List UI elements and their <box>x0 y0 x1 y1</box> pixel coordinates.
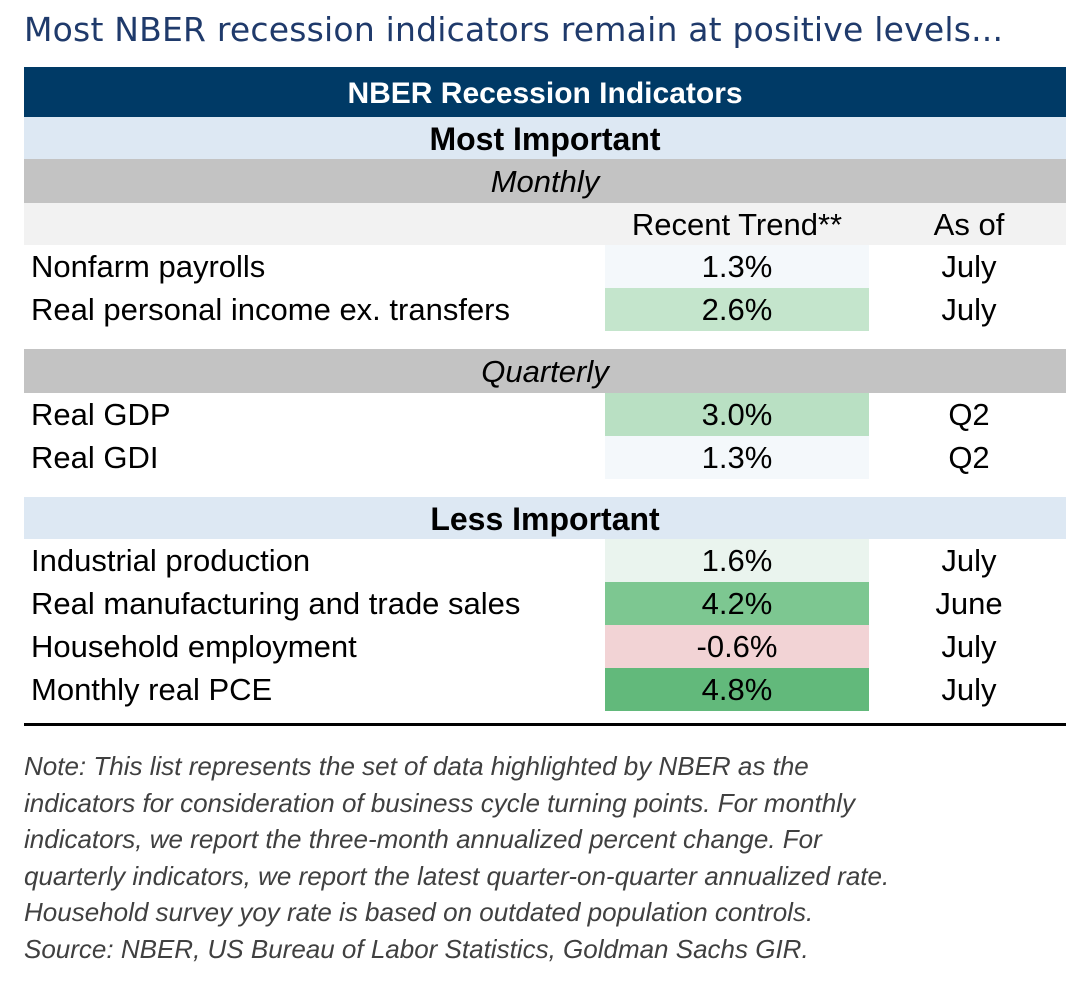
table-row: Nonfarm payrolls 1.3% July <box>24 245 1066 288</box>
footnote: Note: This list represents the set of da… <box>24 748 1074 967</box>
indicator-name: Real manufacturing and trade sales <box>31 586 521 621</box>
trend-value: 4.8% <box>605 668 869 711</box>
indicator-name: Household employment <box>31 629 357 664</box>
section-less-important: Less Important <box>24 497 1066 539</box>
table-row: Household employment -0.6% July <box>24 625 1066 668</box>
as-of-value: July <box>941 672 997 707</box>
column-header-trend: Recent Trend** <box>631 207 843 242</box>
footnote-line: quarterly indicators, we report the late… <box>24 860 890 891</box>
trend-value: 2.6% <box>605 288 869 331</box>
trend-value: 1.3% <box>605 245 869 288</box>
trend-value: 4.2% <box>605 582 869 625</box>
footnote-line: indicators, we report the three-month an… <box>24 824 822 854</box>
footnote-line: indicators for consideration of business… <box>24 787 855 818</box>
trend-value: -0.6% <box>605 625 869 668</box>
as-of-value: July <box>941 292 997 327</box>
indicator-name: Real GDP <box>31 397 171 432</box>
quarterly-rows: Real GDP 3.0% Q2 Real GDI 1.3% Q2 <box>24 393 1066 479</box>
group-quarterly: Quarterly <box>24 349 1066 393</box>
table-row: Industrial production 1.6% July <box>24 539 1066 582</box>
table-row: Monthly real PCE 4.8% July <box>24 668 1066 711</box>
bottom-rule <box>24 723 1066 726</box>
indicator-name: Real GDI <box>31 440 159 475</box>
indicator-name: Monthly real PCE <box>31 672 273 707</box>
monthly-rows: Nonfarm payrolls 1.3% July Real personal in… <box>24 245 1066 331</box>
as-of-value: June <box>935 586 1003 621</box>
column-header-as-of: As of <box>933 207 1005 242</box>
indicator-table: NBER Recession Indicators Most Important… <box>24 67 1066 726</box>
indicator-name: Nonfarm payrolls <box>31 249 266 284</box>
indicator-name: Real personal income ex. transfers <box>31 292 511 327</box>
table-row: Real manufacturing and trade sales 4.2% Ju… <box>24 582 1066 625</box>
trend-value: 3.0% <box>605 393 869 436</box>
as-of-value: Q2 <box>948 397 990 432</box>
column-header-row: Recent Trend** As of <box>24 203 1066 245</box>
as-of-value: July <box>941 543 997 578</box>
chart-title: Most NBER recession indicators remain at… <box>24 10 1004 49</box>
table-row: Real GDI 1.3% Q2 <box>24 436 1066 479</box>
table-header: NBER Recession Indicators <box>24 67 1066 117</box>
trend-value: 1.6% <box>605 539 869 582</box>
less-important-rows: Industrial production 1.6% July Real manufa… <box>24 539 1066 711</box>
group-monthly: Monthly <box>24 159 1066 203</box>
table-row: Real GDP 3.0% Q2 <box>24 393 1066 436</box>
as-of-value: July <box>941 249 997 284</box>
as-of-value: July <box>941 629 997 664</box>
footnote-line: Source: NBER, US Bureau of Labor Statist… <box>24 933 809 964</box>
footnote-line: Household survey yoy rate is based on ou… <box>24 897 814 927</box>
footnote-line: Note: This list represents the set of da… <box>24 751 809 781</box>
table-row: Real personal income ex. transfers 2.6% Ju… <box>24 288 1066 331</box>
indicator-name: Industrial production <box>31 543 311 578</box>
section-most-important: Most Important <box>24 117 1066 159</box>
as-of-value: Q2 <box>948 440 990 475</box>
trend-value: 1.3% <box>605 436 869 479</box>
